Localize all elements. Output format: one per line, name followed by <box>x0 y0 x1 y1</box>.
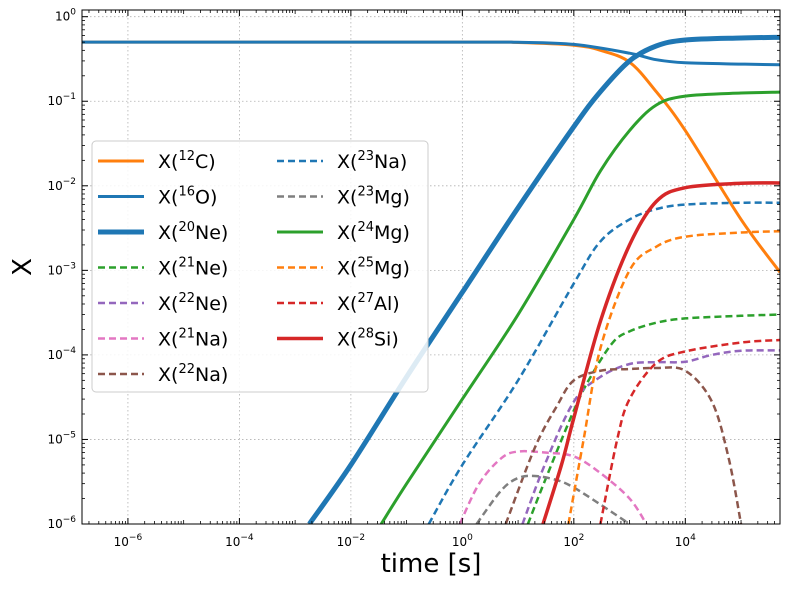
series-line-2 <box>82 40 780 67</box>
series-line-7 <box>504 366 743 524</box>
legend-label: X(28Si) <box>337 327 399 351</box>
series-line-10 <box>379 90 780 524</box>
y-tick-label: 10−4 <box>47 346 76 362</box>
y-tick-label: 10−1 <box>47 92 76 108</box>
legend-label: X(22Na) <box>158 362 228 386</box>
legend-label: X(24Mg) <box>337 220 410 244</box>
series-line-6 <box>458 449 648 524</box>
legend-label: X(22Ne) <box>158 291 228 315</box>
y-tick-label: 10−6 <box>47 515 76 531</box>
x-axis-label: time [s] <box>381 549 482 579</box>
y-tick-label: 10−3 <box>47 261 76 277</box>
legend-label: X(25Mg) <box>337 256 410 280</box>
x-tick-label: 10−6 <box>114 533 143 549</box>
series-group <box>82 34 780 524</box>
ticks <box>82 10 780 525</box>
series-line-5 <box>521 349 780 524</box>
legend-box <box>91 140 429 393</box>
legend-label: X(16O) <box>158 185 217 209</box>
legend-label: X(20Ne) <box>158 220 228 244</box>
series-line-12 <box>599 338 780 524</box>
x-tick-label: 10−4 <box>225 533 254 549</box>
legend-label: X(23Mg) <box>337 185 410 209</box>
series-line-4 <box>526 313 780 524</box>
y-tick-label: 10−2 <box>47 177 76 193</box>
legend-label: X(21Ne) <box>158 256 228 280</box>
x-tick-label: 10−2 <box>337 533 366 549</box>
x-tick-label: 104 <box>675 533 696 549</box>
x-tick-label: 100 <box>452 533 473 549</box>
tick-labels: 10−6 10−4 10−2 100 102 104 10−6 10−5 10−4 10−3 10−… <box>47 8 696 549</box>
series-line-13 <box>541 181 780 524</box>
legend-label: X(12C) <box>158 149 216 173</box>
legend-label: X(21Na) <box>158 327 228 351</box>
y-tick-label: 100 <box>55 8 76 24</box>
legend-label: X(27Al) <box>337 291 400 315</box>
y-tick-label: 10−5 <box>47 430 76 446</box>
series-line-3 <box>307 34 780 524</box>
y-axis-label: X <box>8 258 38 276</box>
x-tick-label: 102 <box>563 533 584 549</box>
series-line-9 <box>475 474 631 524</box>
series-line-8 <box>427 201 780 524</box>
series-line-11 <box>567 230 780 524</box>
legend: X(12C) X(16O) X(20Ne) X(21Ne) X(22Ne) X(21Na)… <box>91 140 429 393</box>
legend-label: X(23Na) <box>337 149 407 173</box>
plot-frame <box>81 9 781 525</box>
